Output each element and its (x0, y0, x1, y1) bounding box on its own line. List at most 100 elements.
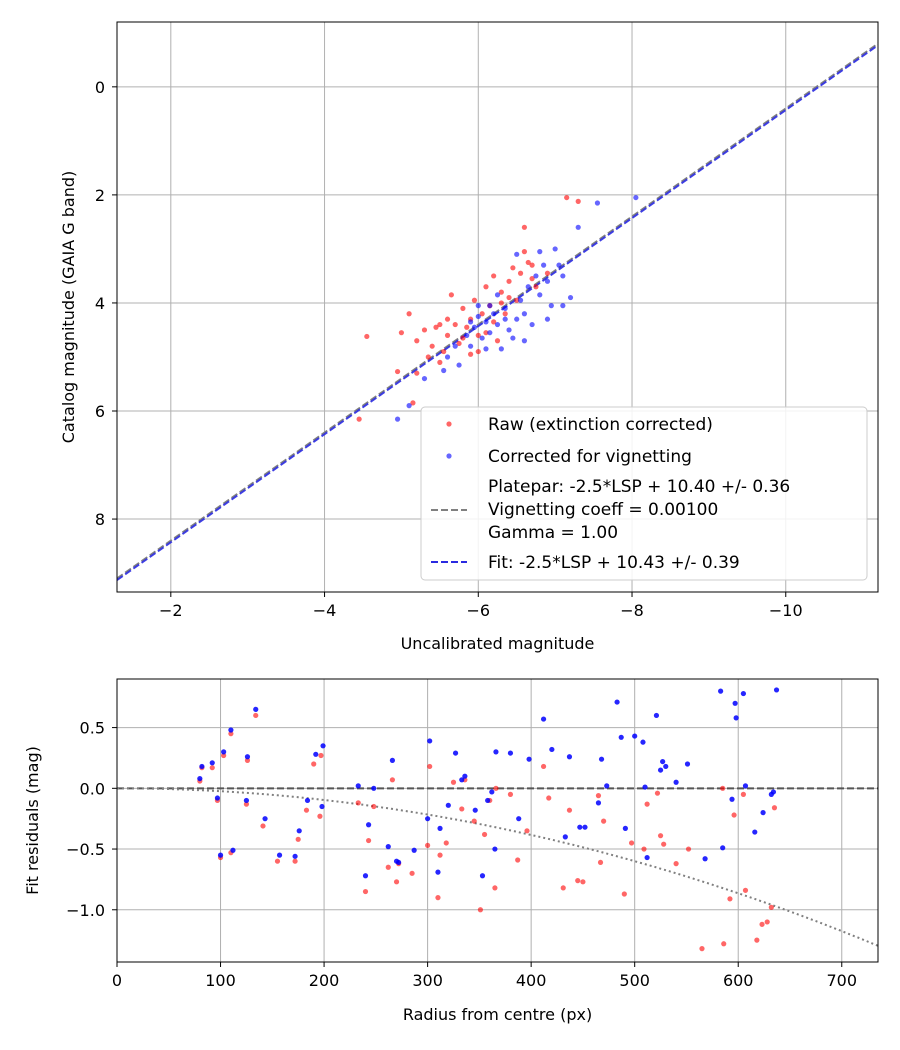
residual-raw-point (685, 846, 692, 852)
residual-raw-point (228, 731, 234, 737)
raw-point (502, 311, 508, 317)
bottom-axes-frame (116, 678, 879, 963)
corrected-point (467, 319, 474, 325)
bottom-x-tick-label: 400 (516, 971, 547, 990)
bottom-x-tick-label: 0 (112, 971, 122, 990)
residual-corrected-point (371, 785, 377, 791)
top-x-tick-label: −6 (466, 601, 490, 620)
corrected-point (567, 294, 574, 301)
corrected-point (594, 200, 601, 206)
legend-box (420, 406, 868, 581)
raw-point (433, 324, 439, 330)
residual-corrected-point (445, 802, 451, 808)
residual-raw-point (311, 761, 317, 767)
residual-raw-point (443, 840, 449, 846)
raw-point (356, 416, 362, 422)
corrected-point (575, 224, 581, 230)
raw-point (448, 292, 454, 298)
raw-point (475, 348, 481, 355)
residual-corrected-point (253, 706, 259, 712)
raw-point (364, 333, 370, 340)
corrected-point (548, 303, 554, 309)
residual-corrected-point (507, 750, 514, 756)
residual-corrected-point (582, 824, 588, 830)
bottom-x-tick-label: 600 (723, 971, 754, 990)
residual-raw-point (754, 937, 760, 943)
residual-corrected-point (385, 844, 391, 850)
bottom-x-tick-label: 700 (826, 971, 857, 990)
residual-corrected-point (217, 852, 224, 858)
raw-point (510, 265, 516, 271)
raw-point (398, 330, 405, 336)
raw-point (525, 259, 531, 266)
corrected-point (487, 303, 493, 309)
residual-raw-point (471, 818, 477, 824)
residual-raw-point (566, 807, 573, 813)
legend-fit-label: Fit: -2.5*LSP + 10.43 +/- 0.39 (488, 553, 740, 573)
raw-point (456, 340, 462, 347)
residual-corrected-point (657, 767, 664, 773)
bottom-plot: 0 100 200 300 400 500 600 700 0.5 0.0 −0.5 −1.0 Rad… (23, 678, 879, 1024)
residual-corrected-point (540, 716, 547, 722)
top-x-tick-label: −8 (620, 601, 644, 620)
residual-corrected-point (773, 687, 780, 693)
residual-raw-point (481, 831, 488, 838)
residual-corrected-point (411, 847, 417, 853)
corrected-point (494, 292, 501, 298)
residual-corrected-point (618, 734, 624, 740)
residual-raw-point (437, 852, 443, 858)
residual-corrected-point (566, 754, 573, 760)
residual-raw-point (721, 941, 727, 947)
raw-point (421, 327, 428, 333)
residual-raw-point (699, 946, 705, 952)
raw-point (529, 276, 535, 282)
corrected-point (633, 194, 639, 201)
corrected-point (537, 249, 543, 255)
residual-corrected-point (437, 825, 443, 831)
raw-point (506, 278, 512, 284)
residual-corrected-point (489, 789, 495, 795)
residual-raw-point (731, 812, 737, 818)
residual-corrected-point (243, 797, 250, 804)
top-x-tick-label: −10 (769, 601, 803, 620)
top-platepar-line (117, 42, 878, 580)
residual-corrected-point (598, 756, 605, 762)
bottom-points (197, 687, 780, 952)
residual-corrected-point (452, 750, 459, 756)
residual-corrected-point (425, 816, 431, 822)
residual-raw-point (435, 895, 441, 901)
corrected-point (517, 297, 524, 303)
raw-point (414, 370, 420, 376)
raw-point (564, 194, 570, 201)
raw-point (437, 359, 443, 365)
bottom-x-tick-label: 100 (205, 971, 236, 990)
residual-raw-point (515, 857, 521, 863)
residual-corrected-point (493, 749, 499, 755)
raw-point (394, 368, 401, 375)
residual-corrected-point (244, 754, 251, 760)
legend-corrected-marker (446, 453, 452, 459)
corrected-point (406, 403, 412, 409)
residual-corrected-point (673, 779, 679, 785)
top-points (356, 194, 639, 422)
raw-point (483, 284, 489, 290)
raw-point (429, 343, 435, 349)
corrected-point (475, 303, 481, 309)
residual-raw-point (385, 864, 391, 870)
residual-corrected-point (304, 797, 311, 804)
residual-corrected-point (577, 824, 583, 830)
residual-corrected-point (479, 873, 486, 879)
residual-corrected-point (684, 761, 691, 767)
corrected-point (521, 311, 528, 317)
residual-corrected-point (733, 715, 739, 721)
corrected-point (529, 321, 535, 328)
corrected-point (560, 273, 566, 279)
residual-raw-point (477, 907, 484, 913)
residual-raw-point (560, 885, 566, 891)
residual-raw-point (597, 859, 604, 866)
corrected-point (544, 316, 551, 322)
raw-point (498, 289, 504, 295)
residual-raw-point (425, 842, 431, 848)
corrected-point (475, 313, 481, 320)
residual-raw-point (427, 763, 433, 770)
